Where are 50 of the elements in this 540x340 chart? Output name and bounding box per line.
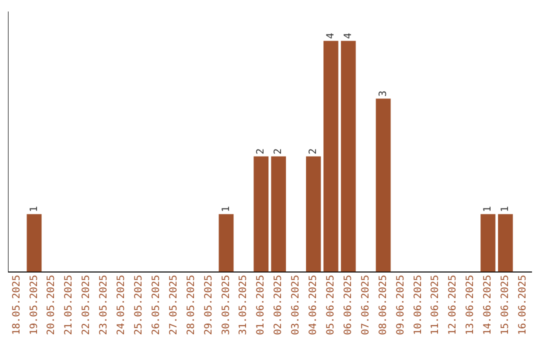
x-tick-label: 20.05.2025 — [46, 274, 58, 336]
x-tick-label: 09.06.2025 — [395, 274, 406, 336]
x-tick-label: 04.06.2025 — [308, 274, 320, 336]
bar — [306, 156, 321, 272]
x-tick-label: 18.05.2025 — [11, 274, 22, 336]
data-label: 2 — [273, 148, 284, 154]
bar — [218, 214, 234, 272]
bar — [376, 98, 391, 272]
x-tick-label: 23.05.2025 — [98, 274, 110, 336]
x-tick-label: 16.06.2025 — [517, 274, 528, 336]
x-tick-label: 27.05.2025 — [168, 274, 180, 336]
x-tick-label: 01.06.2025 — [256, 274, 267, 336]
x-tick-label: 06.06.2025 — [342, 274, 354, 336]
x-tick-label: 19.05.2025 — [28, 274, 40, 336]
x-tick-label: 15.06.2025 — [500, 274, 512, 336]
x-tick-label: 22.05.2025 — [81, 274, 92, 336]
data-label: 1 — [500, 206, 512, 212]
x-tick-label: 28.05.2025 — [186, 274, 197, 336]
data-label: 1 — [482, 206, 494, 212]
bar — [498, 214, 513, 272]
x-tick-label: 30.05.2025 — [220, 274, 232, 336]
data-label: 4 — [325, 32, 336, 39]
data-label: 1 — [28, 206, 40, 212]
data-label: 2 — [256, 148, 267, 154]
x-tick-label: 07.06.2025 — [360, 274, 372, 336]
x-tick-label: 11.06.2025 — [430, 274, 442, 336]
x-tick-label: 13.06.2025 — [465, 274, 476, 336]
x-tick-label: 05.06.2025 — [325, 274, 336, 336]
bar — [340, 40, 356, 272]
data-label: 1 — [220, 206, 232, 212]
x-tick-label: 29.05.2025 — [203, 274, 214, 336]
bar — [323, 40, 338, 272]
x-tick-label: 10.06.2025 — [412, 274, 424, 336]
x-tick-label: 14.06.2025 — [482, 274, 494, 336]
bar — [271, 156, 286, 272]
x-tick-label: 12.06.2025 — [448, 274, 459, 336]
data-label: 2 — [308, 148, 320, 154]
x-tick-label: 02.06.2025 — [273, 274, 284, 336]
x-tick-label: 21.05.2025 — [64, 274, 75, 336]
bar — [26, 214, 42, 272]
x-tick-label: 26.05.2025 — [150, 274, 162, 336]
x-tick-label: 08.06.2025 — [378, 274, 389, 336]
data-label: 4 — [342, 32, 354, 39]
x-tick-label: 25.05.2025 — [134, 274, 144, 336]
bar — [254, 156, 269, 272]
x-tick-label: 03.06.2025 — [290, 274, 302, 336]
data-label: 3 — [378, 90, 389, 97]
bar — [480, 214, 496, 272]
x-tick-label: 24.05.2025 — [116, 274, 128, 336]
x-tick-label: 31.05.2025 — [238, 274, 250, 336]
